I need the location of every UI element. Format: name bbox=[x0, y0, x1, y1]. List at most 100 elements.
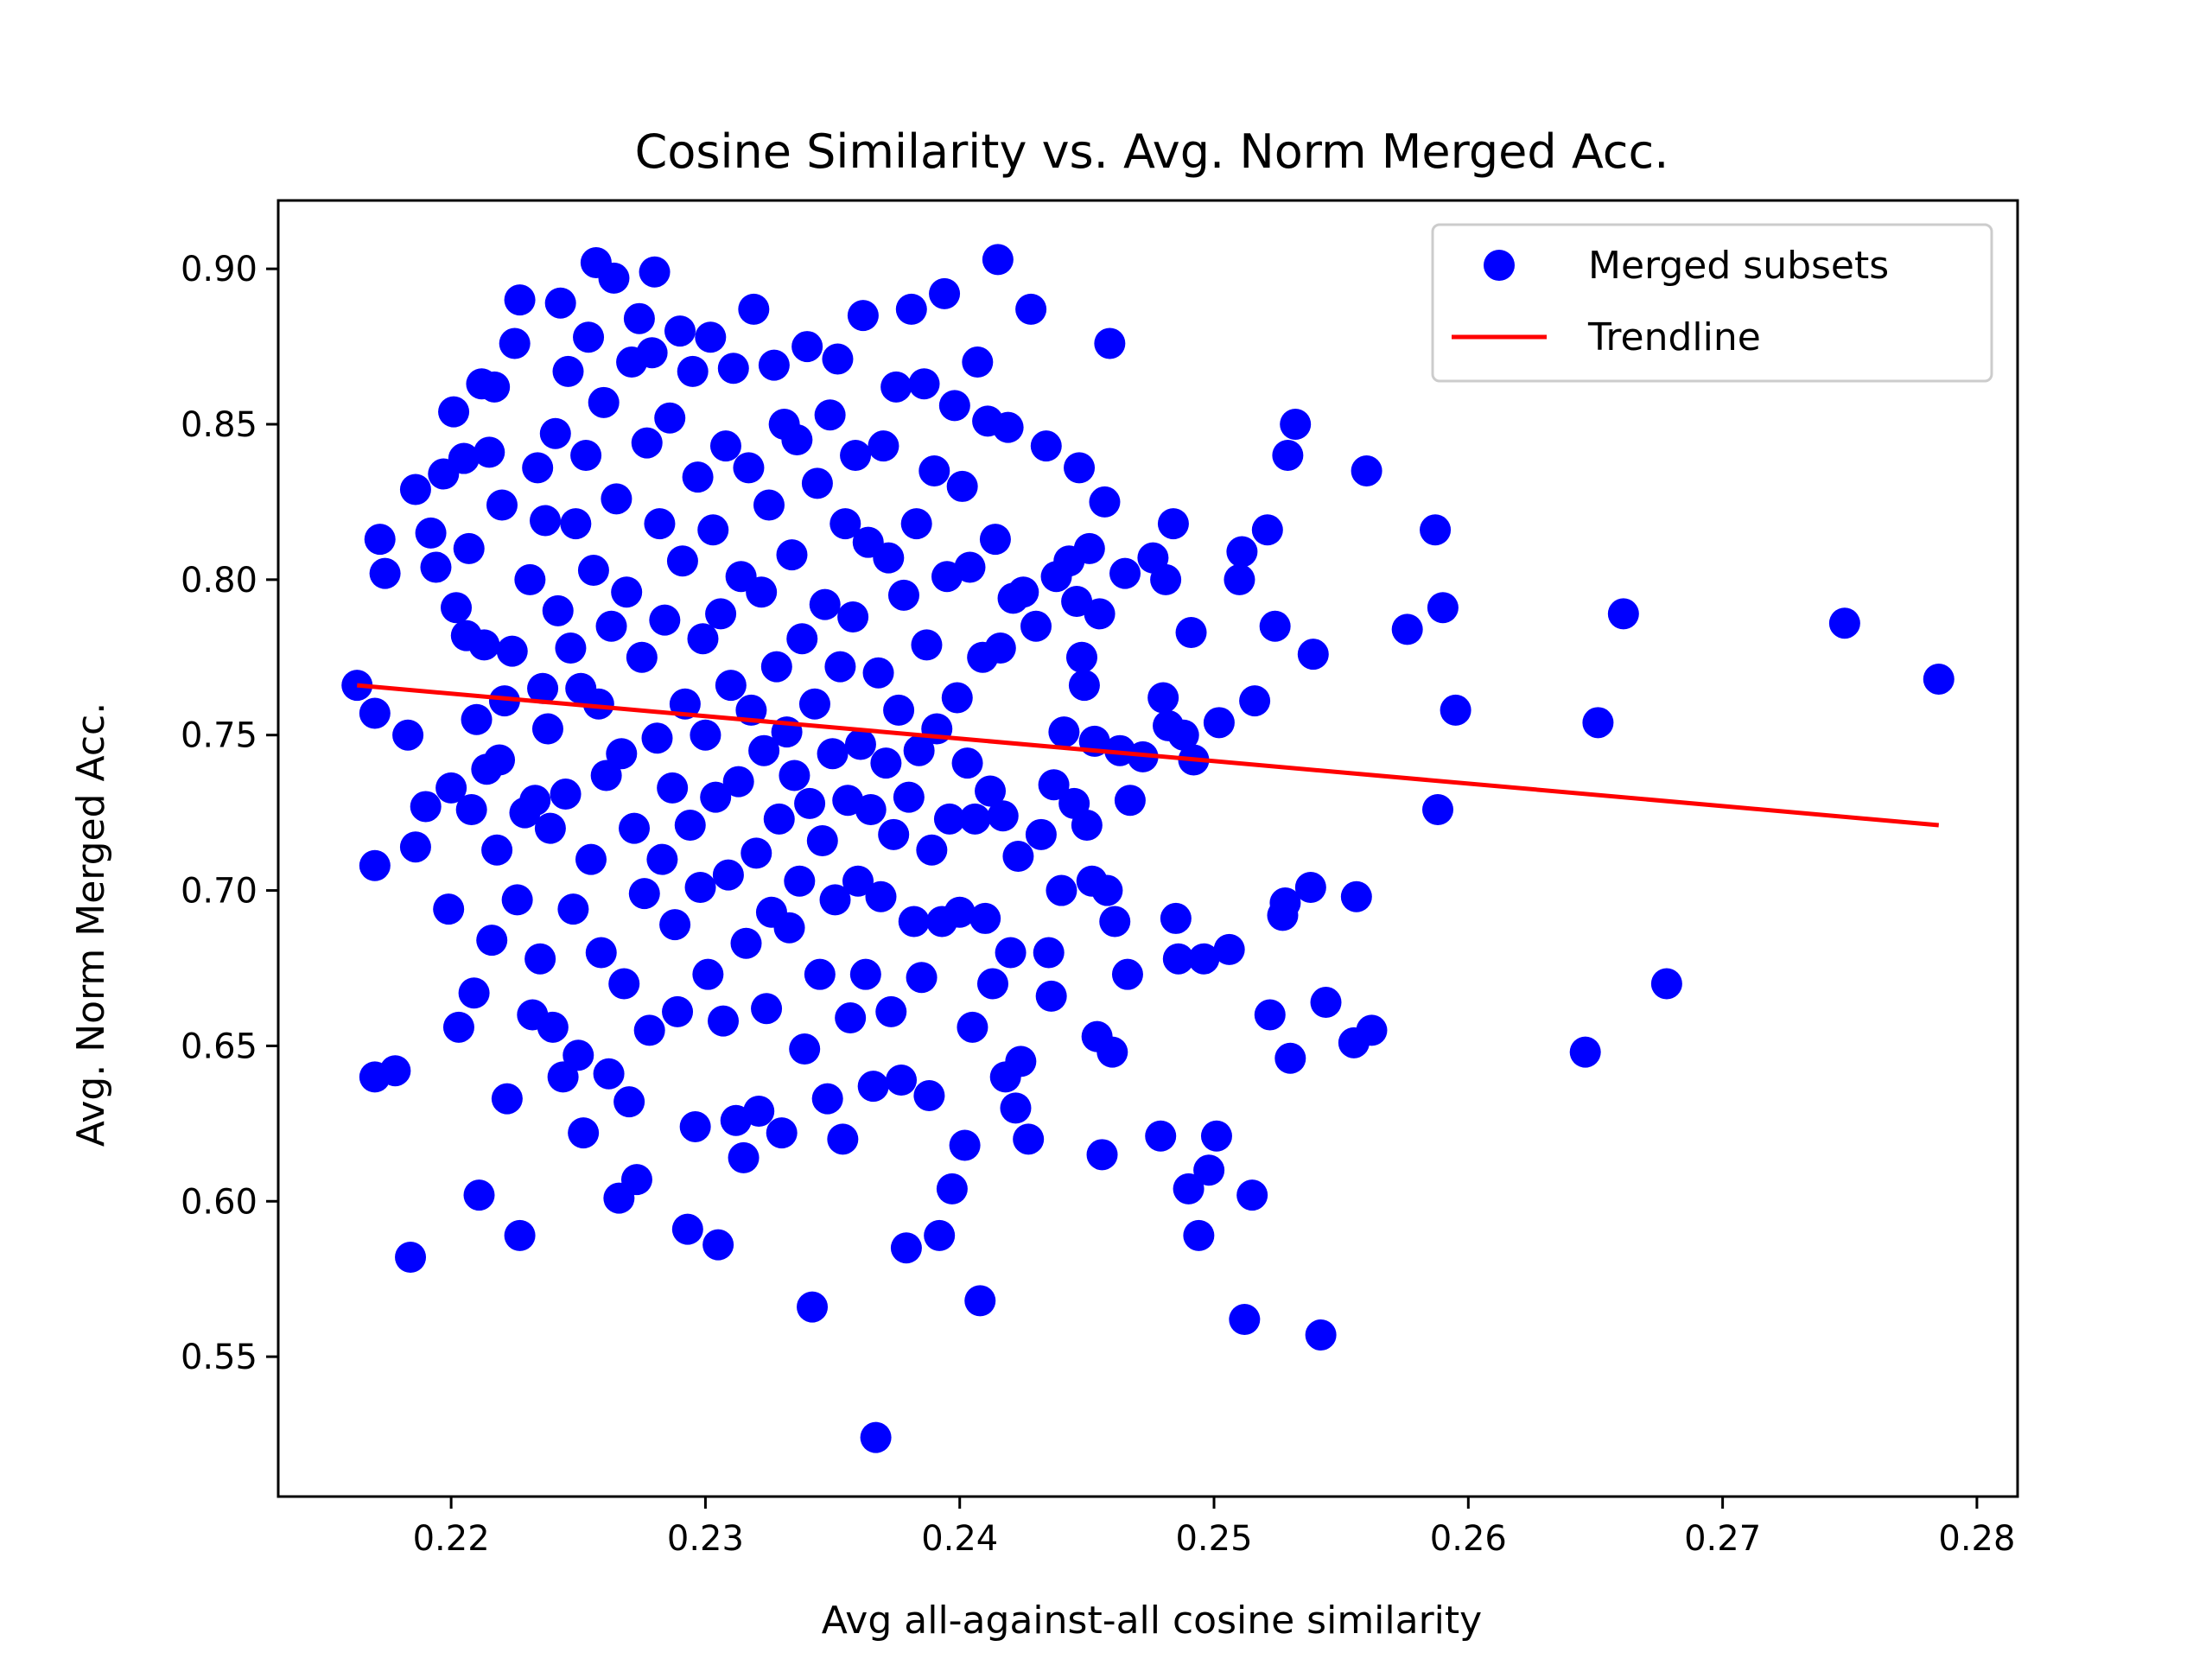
data-point bbox=[708, 1005, 740, 1037]
data-point bbox=[608, 968, 640, 1000]
data-point bbox=[941, 682, 973, 714]
data-point bbox=[1650, 968, 1682, 1000]
data-point bbox=[946, 470, 978, 502]
data-point bbox=[1607, 598, 1639, 630]
data-point bbox=[789, 1033, 821, 1065]
data-point bbox=[1582, 707, 1614, 739]
data-point bbox=[677, 355, 709, 387]
data-point bbox=[613, 1086, 645, 1118]
x-tick-label: 0.27 bbox=[1684, 1519, 1761, 1559]
data-point bbox=[766, 1117, 798, 1149]
data-point bbox=[880, 371, 912, 403]
data-point bbox=[715, 670, 747, 702]
data-point bbox=[911, 629, 943, 661]
data-point bbox=[496, 635, 528, 667]
data-point bbox=[1254, 999, 1286, 1031]
data-point bbox=[620, 1164, 652, 1196]
data-point bbox=[623, 302, 655, 334]
data-point bbox=[606, 738, 638, 770]
data-point bbox=[463, 1179, 495, 1211]
data-point bbox=[585, 937, 617, 969]
data-point bbox=[1073, 532, 1105, 564]
data-point bbox=[1427, 592, 1459, 624]
data-point bbox=[636, 337, 668, 369]
data-point bbox=[865, 880, 897, 912]
data-point bbox=[499, 327, 531, 359]
data-point bbox=[455, 794, 487, 826]
data-point bbox=[601, 483, 632, 515]
data-point bbox=[1147, 682, 1179, 714]
data-point bbox=[1145, 1120, 1177, 1152]
data-point bbox=[1068, 670, 1100, 702]
data-point bbox=[784, 865, 816, 897]
data-point bbox=[619, 812, 651, 844]
data-point bbox=[849, 958, 881, 990]
data-point bbox=[593, 1058, 625, 1090]
data-point bbox=[1294, 871, 1326, 903]
data-point bbox=[1193, 1154, 1225, 1186]
data-point bbox=[582, 688, 614, 720]
data-point bbox=[1569, 1036, 1601, 1068]
data-point bbox=[1089, 486, 1121, 518]
data-point bbox=[857, 1071, 889, 1103]
data-point bbox=[1229, 1303, 1261, 1335]
legend-marker-merged-subsets bbox=[1484, 250, 1515, 281]
data-point bbox=[868, 430, 899, 462]
data-point bbox=[649, 604, 681, 636]
data-point bbox=[687, 623, 719, 655]
data-point bbox=[741, 837, 772, 869]
data-point bbox=[712, 859, 744, 891]
data-point bbox=[468, 629, 500, 661]
trendline bbox=[357, 683, 1939, 828]
data-point bbox=[951, 747, 983, 779]
data-point bbox=[442, 1011, 474, 1043]
data-point bbox=[814, 399, 846, 431]
data-point bbox=[679, 1110, 711, 1142]
data-point bbox=[410, 791, 442, 823]
data-point bbox=[1420, 514, 1452, 546]
data-point bbox=[786, 623, 818, 655]
y-tick-label: 0.90 bbox=[181, 250, 257, 289]
data-point bbox=[751, 993, 783, 1025]
data-point bbox=[1213, 933, 1245, 965]
data-point bbox=[1200, 1120, 1232, 1152]
data-point bbox=[733, 452, 765, 484]
data-point bbox=[1269, 887, 1301, 918]
x-tick-label: 0.26 bbox=[1430, 1519, 1507, 1559]
data-point bbox=[575, 843, 607, 875]
data-point bbox=[657, 772, 689, 804]
data-point bbox=[1150, 563, 1182, 595]
data-point bbox=[595, 610, 627, 642]
data-point bbox=[763, 803, 795, 835]
data-point bbox=[392, 719, 424, 751]
data-point bbox=[1114, 785, 1146, 817]
data-point bbox=[1280, 408, 1312, 440]
data-point bbox=[438, 396, 470, 428]
data-point bbox=[798, 688, 830, 720]
data-point bbox=[1094, 327, 1126, 359]
data-point bbox=[476, 925, 508, 957]
data-point bbox=[435, 772, 467, 804]
chart-title: Cosine Similarity vs. Avg. Norm Merged A… bbox=[635, 124, 1669, 179]
data-point bbox=[878, 818, 910, 850]
data-point bbox=[674, 810, 706, 842]
data-point bbox=[1084, 598, 1116, 630]
data-point bbox=[844, 728, 876, 760]
data-point bbox=[641, 722, 673, 754]
data-point bbox=[830, 508, 861, 540]
data-point bbox=[486, 489, 518, 521]
data-point bbox=[976, 968, 1008, 1000]
data-point bbox=[662, 995, 694, 1027]
data-point bbox=[1046, 874, 1077, 906]
data-point bbox=[1351, 454, 1382, 486]
data-point bbox=[484, 744, 516, 776]
data-point bbox=[420, 551, 452, 583]
data-point bbox=[598, 262, 630, 294]
data-point bbox=[906, 962, 938, 994]
data-point bbox=[527, 672, 559, 704]
data-point bbox=[531, 713, 563, 745]
data-point bbox=[860, 1421, 892, 1453]
data-point bbox=[1422, 794, 1453, 826]
data-point bbox=[481, 834, 513, 866]
data-point bbox=[534, 812, 566, 844]
